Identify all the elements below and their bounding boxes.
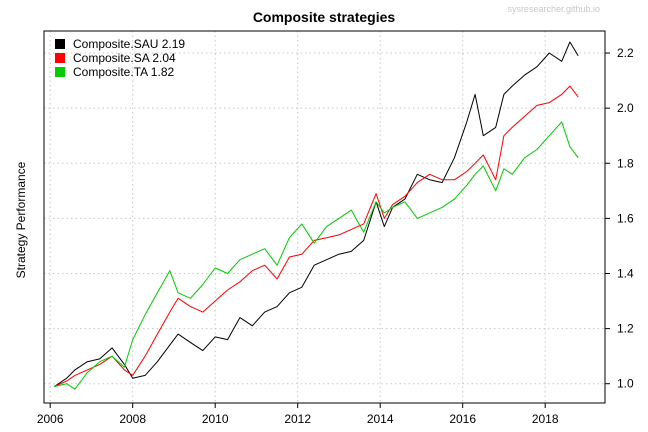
plot-frame — [43, 30, 606, 404]
legend-label: Composite.SAU 2.19 — [73, 37, 185, 51]
x-axis: 2006 2008 2010 2012 2014 2016 2018 — [37, 403, 559, 426]
grid-lines — [44, 31, 605, 403]
legend-label: Composite.TA 1.82 — [73, 65, 174, 79]
series-line-1 — [54, 41, 579, 387]
x-tick-label: 2014 — [367, 412, 394, 426]
chart-title: Composite strategies — [253, 9, 396, 25]
watermark: sysresearcher.github.io — [507, 4, 600, 14]
y-tick-label: 1.8 — [617, 156, 634, 170]
y-tick-label: 2.0 — [617, 101, 634, 115]
y-axis-label: Strategy Performance — [14, 161, 28, 278]
x-tick-label: 2010 — [202, 412, 229, 426]
y-tick-label: 1.4 — [617, 266, 634, 280]
x-tick-label: 2006 — [37, 412, 64, 426]
x-tick-label: 2018 — [532, 412, 559, 426]
legend-label: Composite.SA 2.04 — [73, 51, 176, 65]
x-tick-label: 2008 — [119, 412, 146, 426]
legend-swatch — [55, 39, 65, 49]
legend-swatch — [55, 53, 65, 63]
series-lines — [54, 41, 579, 390]
y-tick-label: 1.6 — [617, 211, 634, 225]
y-axis: 1.0 1.2 1.4 1.6 1.8 2.0 2.2 — [605, 46, 634, 391]
series-line-3 — [54, 121, 579, 390]
x-tick-label: 2012 — [284, 412, 311, 426]
series-line-2 — [54, 85, 579, 387]
x-tick-label: 2016 — [449, 412, 476, 426]
y-tick-label: 1.0 — [617, 377, 634, 391]
y-tick-label: 1.2 — [617, 322, 634, 336]
legend-swatch — [55, 67, 65, 77]
y-tick-label: 2.2 — [617, 46, 634, 60]
